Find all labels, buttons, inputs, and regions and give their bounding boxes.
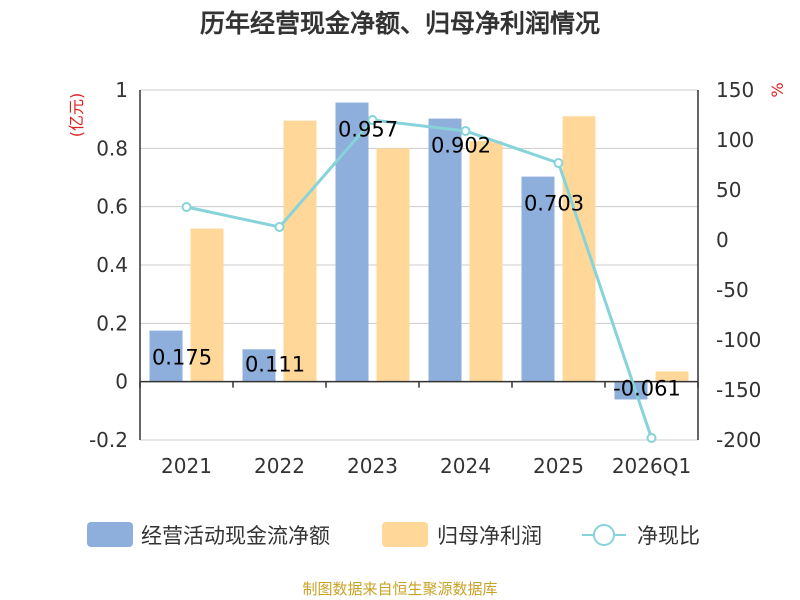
data-labels: 0.175 0.111 0.957 0.902 0.703 -0.061 [152, 118, 681, 401]
cashflow-data-label: 0.175 [152, 346, 212, 370]
chart-title: 历年经营现金净额、归母净利润情况 [200, 9, 600, 38]
x-tick-label: 2023 [347, 454, 398, 478]
x-tick-label: 2021 [161, 454, 212, 478]
ratio-point [274, 222, 285, 232]
left-tick-label: -0.2 [89, 428, 128, 452]
ratio-line [181, 115, 657, 443]
cashflow-data-label: 0.111 [245, 352, 305, 376]
cashflow-data-label: 0.703 [524, 192, 584, 216]
right-axis-unit: % [768, 82, 787, 97]
axes [139, 90, 699, 440]
right-tick-label: 100 [716, 128, 754, 152]
legend-marker-ratio [593, 524, 615, 546]
left-tick-label: 0.2 [96, 311, 128, 335]
profit-bar [376, 148, 410, 382]
legend: 经营活动现金流净额 归母净利润 净现比 [87, 522, 700, 548]
x-tick-label: 2022 [254, 454, 305, 478]
ratio-point [181, 202, 192, 212]
profit-bar [283, 120, 317, 382]
left-tick-label: 0.6 [96, 195, 128, 219]
right-tick-label: 50 [716, 178, 741, 202]
ratio-point [553, 158, 564, 168]
right-tick-label: 0 [716, 228, 729, 252]
left-tick-label: 0.4 [96, 253, 128, 277]
cashflow-bar [335, 102, 369, 382]
cashflow-bar [428, 118, 462, 382]
legend-swatch-profit [382, 522, 428, 547]
profit-bar [655, 371, 689, 382]
ratio-point [646, 433, 657, 443]
cashflow-data-label: -0.061 [613, 377, 681, 401]
legend-label-profit: 归母净利润 [437, 524, 542, 548]
profit-bar [190, 228, 224, 382]
cashflow-bar [242, 349, 276, 382]
legend-label-ratio: 净现比 [637, 524, 700, 548]
left-tick-label: 1 [115, 78, 128, 102]
cashflow-bar [614, 381, 648, 400]
ratio-series-line [186, 118, 653, 439]
x-tick-label: 2025 [533, 454, 584, 478]
tick-labels: 1 0.8 0.6 0.4 0.2 0 -0.2 150 100 50 0 -50 -100 -150 -2… [89, 78, 761, 478]
cashflow-data-label: 0.902 [431, 134, 491, 158]
x-tick-label: 2024 [440, 454, 491, 478]
ratio-point [460, 126, 471, 136]
left-tick-label: 0.8 [96, 136, 128, 160]
right-tick-label: -50 [716, 278, 749, 302]
right-tick-label: -200 [716, 428, 761, 452]
ratio-point [367, 115, 378, 125]
bar-marks [149, 102, 689, 400]
source-note: 制图数据来自恒生聚源数据库 [302, 580, 497, 598]
x-tick-label: 2026Q1 [612, 454, 691, 478]
profit-bar [469, 141, 503, 382]
cashflow-bar [521, 176, 555, 382]
profit-bar [562, 116, 596, 382]
cashflow-data-label: 0.957 [338, 118, 398, 142]
legend-swatch-cashflow [87, 522, 133, 547]
right-tick-label: -100 [716, 328, 761, 352]
left-axis-unit: (亿元) [67, 93, 86, 138]
cashflow-bar [149, 330, 183, 382]
left-tick-label: 0 [115, 370, 128, 394]
right-tick-label: 150 [716, 78, 754, 102]
right-tick-label: -150 [716, 378, 761, 402]
legend-label-cashflow: 经营活动现金流净额 [141, 524, 330, 548]
